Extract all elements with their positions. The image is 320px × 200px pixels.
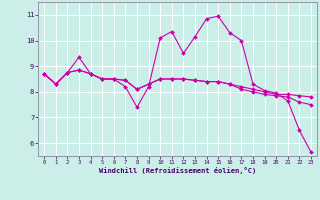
- X-axis label: Windchill (Refroidissement éolien,°C): Windchill (Refroidissement éolien,°C): [99, 167, 256, 174]
